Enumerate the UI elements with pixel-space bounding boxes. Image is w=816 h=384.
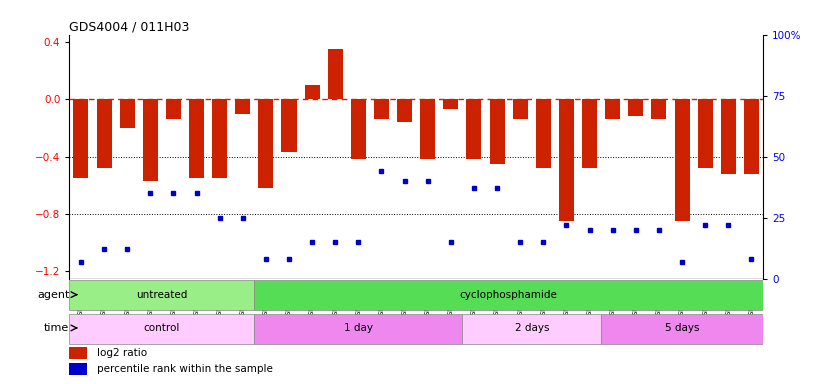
Text: log2 ratio: log2 ratio	[97, 348, 147, 358]
Text: 2 days: 2 days	[515, 323, 549, 333]
Bar	[628, 99, 643, 116]
Bar	[69, 363, 86, 375]
Text: GDS4004 / 011H03: GDS4004 / 011H03	[69, 20, 190, 33]
Bar	[467, 99, 481, 159]
Bar	[420, 99, 435, 159]
Bar	[212, 99, 227, 178]
Bar	[255, 280, 763, 310]
Bar	[443, 99, 459, 109]
Bar	[744, 99, 759, 174]
Bar	[559, 99, 574, 221]
Bar	[721, 99, 736, 174]
Bar	[255, 314, 463, 344]
Bar	[490, 99, 504, 164]
Bar	[374, 99, 389, 119]
Text: control: control	[144, 323, 180, 333]
Bar	[73, 99, 88, 178]
Bar	[601, 314, 763, 344]
Bar	[69, 280, 255, 310]
Bar	[536, 99, 551, 168]
Bar	[397, 99, 412, 122]
Bar	[189, 99, 204, 178]
Bar	[328, 49, 343, 99]
Bar	[698, 99, 712, 168]
Text: 1 day: 1 day	[344, 323, 373, 333]
Bar	[675, 99, 690, 221]
Bar	[651, 99, 667, 119]
Bar	[120, 99, 135, 128]
Bar	[512, 99, 528, 119]
Bar	[69, 314, 255, 344]
Bar	[166, 99, 181, 119]
Text: percentile rank within the sample: percentile rank within the sample	[97, 364, 273, 374]
Text: cyclophosphamide: cyclophosphamide	[459, 290, 557, 300]
Bar	[463, 314, 601, 344]
Bar	[259, 99, 273, 188]
Bar	[582, 99, 597, 168]
Bar	[351, 99, 366, 159]
Bar	[304, 85, 320, 99]
Text: time: time	[44, 323, 69, 333]
Bar	[605, 99, 620, 119]
Bar	[96, 99, 112, 168]
Bar	[282, 99, 296, 152]
Text: untreated: untreated	[136, 290, 188, 300]
Bar	[235, 99, 251, 114]
Text: agent: agent	[37, 290, 69, 300]
Text: 5 days: 5 days	[665, 323, 699, 333]
Bar	[143, 99, 157, 181]
Bar	[69, 348, 86, 359]
